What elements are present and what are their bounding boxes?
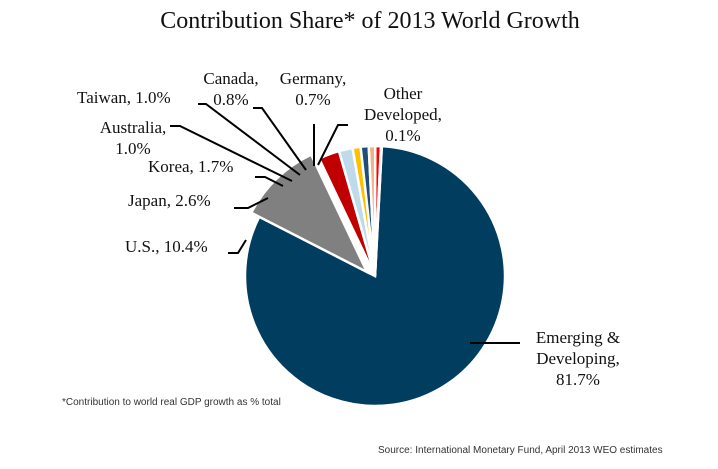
leader-line-australia <box>170 125 293 182</box>
footnote: *Contribution to world real GDP growth a… <box>62 397 281 408</box>
chart-title: Contribution Share* of 2013 World Growth <box>160 8 580 34</box>
label-australia: Australia, 1.0% <box>100 118 167 158</box>
leader-line-other-developed <box>317 124 348 166</box>
leader-line-u-s <box>228 239 247 254</box>
slice-other-developed <box>373 144 384 277</box>
source-note: Source: International Monetary Fund, Apr… <box>378 445 663 456</box>
leader-line-taiwan <box>198 103 301 176</box>
label-u-s: U.S., 10.4% <box>125 237 208 256</box>
label-germany: Germany, 0.7% <box>280 69 346 109</box>
leader-line-japan <box>234 197 269 209</box>
label-japan: Japan, 2.6% <box>128 191 211 210</box>
label-korea: Korea, 1.7% <box>148 157 233 176</box>
label-canada: Canada, 0.8% <box>203 69 258 109</box>
leader-line-korea <box>255 176 284 187</box>
slice-labels: Emerging & Developing, 81.7% U.S., 10.4% Jap… <box>77 69 620 389</box>
leader-lines <box>170 103 520 344</box>
pie-slices <box>243 144 507 408</box>
leader-line-canada <box>253 107 307 171</box>
label-other-developed: Other Developed, 0.1% <box>364 84 442 145</box>
label-taiwan: Taiwan, 1.0% <box>77 88 171 107</box>
label-emerging-developing: Emerging & Developing, 81.7% <box>536 328 620 389</box>
